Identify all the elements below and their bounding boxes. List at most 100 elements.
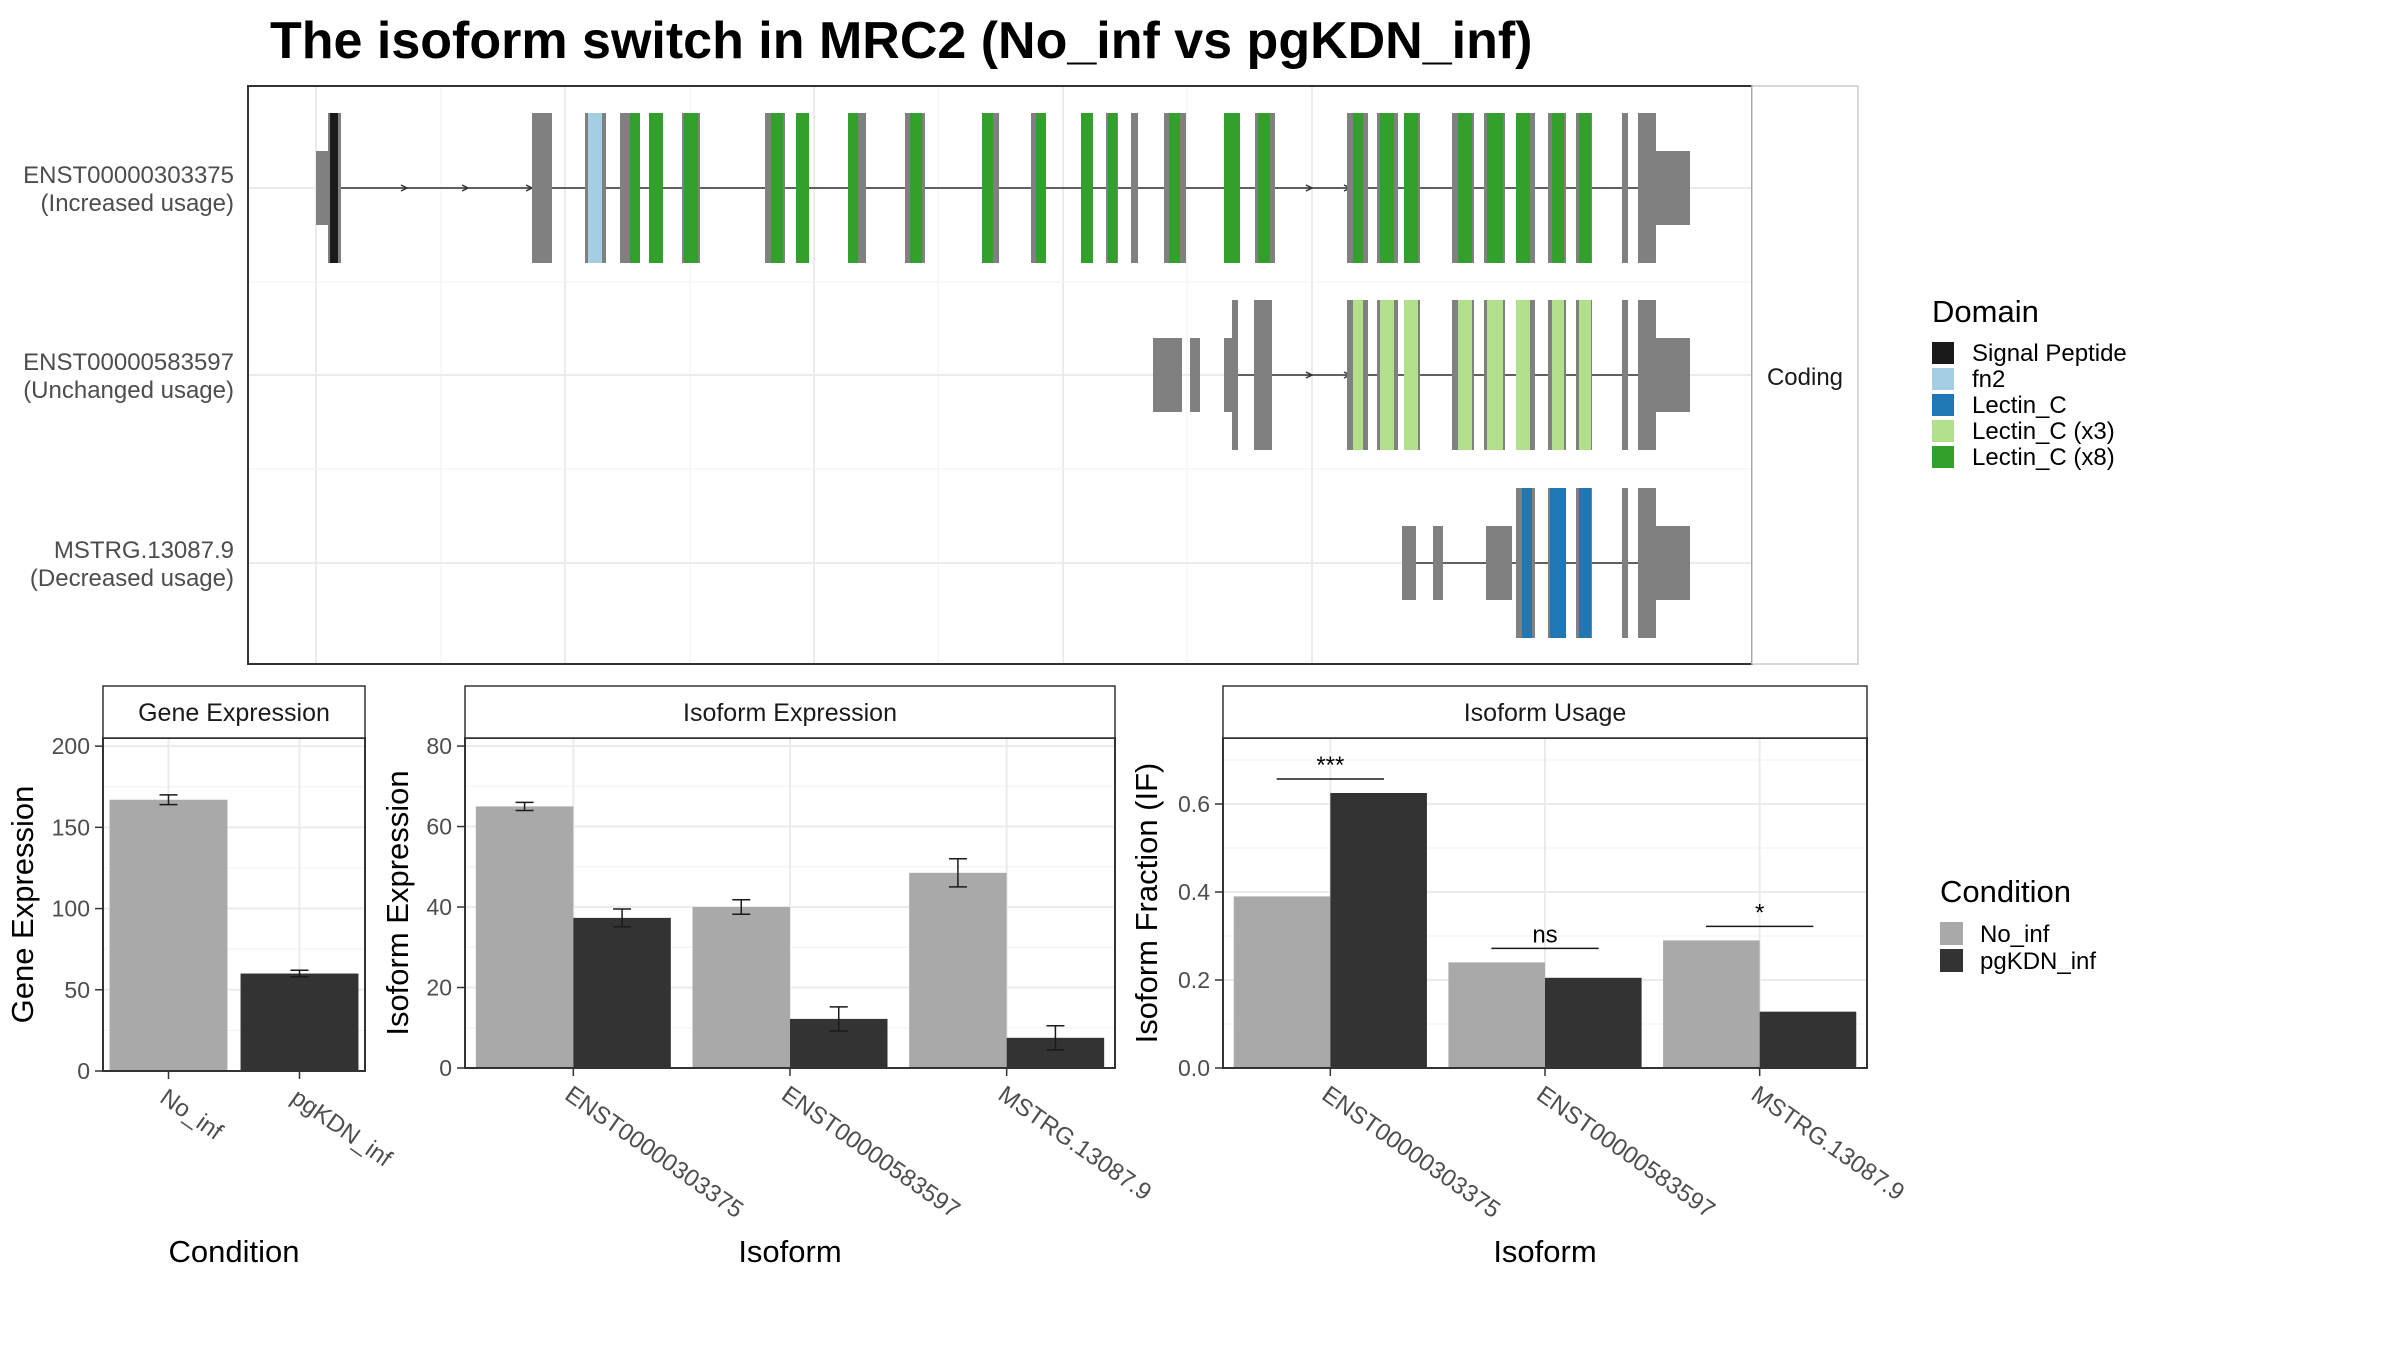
bar (692, 907, 790, 1068)
exon (1656, 338, 1690, 412)
gene-expression-chart: Gene Expression 0 50 100 150 200 No_inf pgKDN_i… (5, 685, 397, 1269)
domain-exon (1579, 488, 1591, 638)
exon (316, 151, 328, 225)
isoform-label: ENST00000583597 (23, 349, 234, 376)
domain-exon (1579, 300, 1591, 450)
x-axis-title: Isoform (738, 1234, 841, 1269)
x-tick-label: ENST00000303375 (560, 1081, 748, 1224)
exon (1500, 526, 1512, 600)
domain-exon (1550, 488, 1566, 638)
domain-exon (630, 113, 640, 263)
y-tick-label: 100 (52, 896, 90, 922)
significance-label: * (1755, 899, 1764, 926)
y-tick-label: 150 (52, 814, 90, 840)
domain-exon (1353, 113, 1363, 263)
domain-exon (1380, 300, 1394, 450)
domain-exon (1036, 113, 1046, 263)
domain-exon (1458, 113, 1472, 263)
isoform-label: ENST00000303375 (23, 162, 234, 189)
x-tick-label: ENST00000303375 (1317, 1081, 1505, 1224)
domain-exon (1522, 488, 1532, 638)
domain-exon (848, 113, 858, 263)
x-tick-label: ENST00000583597 (1532, 1081, 1720, 1224)
y-tick-label: 20 (426, 975, 452, 1001)
legend-label: Lectin_C (x3) (1972, 418, 2115, 445)
bar (1663, 940, 1760, 1068)
exon (1131, 113, 1138, 263)
legend-label: Lectin_C (1972, 392, 2067, 419)
exon (1638, 300, 1656, 450)
x-tick-label: pgKDN_inf (286, 1084, 397, 1173)
bar (1448, 962, 1545, 1068)
isoform-label: MSTRG.13087.9 (54, 537, 234, 564)
legend-swatch (1932, 394, 1954, 416)
legend-swatch (1932, 342, 1954, 364)
bar (109, 799, 228, 1071)
bar (1330, 793, 1427, 1068)
exon (1656, 526, 1690, 600)
isoform-usage-chart: *** ns * Isoform Usage 0.0 0.2 0.4 0.6 ENST00000… (1129, 685, 1909, 1269)
isoform-usage-label: (Increased usage) (41, 190, 234, 217)
domain-exon (1224, 113, 1240, 263)
legend-label: pgKDN_inf (1980, 948, 2096, 975)
legend-swatch (1932, 368, 1954, 390)
bar (1233, 896, 1331, 1068)
chart-title: Isoform Expression (683, 699, 897, 727)
x-tick-label: MSTRG.13087.9 (1746, 1081, 1909, 1206)
exon (1402, 526, 1416, 600)
y-tick-label: 80 (426, 733, 452, 759)
exon (1622, 300, 1628, 450)
exon (1638, 113, 1656, 263)
domain-exon (1169, 113, 1180, 263)
exon (532, 113, 552, 263)
chart-title: Isoform Usage (1464, 699, 1627, 727)
transcript-ENST00000303375 (316, 113, 1690, 263)
domain-exon (1516, 300, 1530, 450)
y-tick-label: 0.2 (1178, 967, 1210, 993)
domain-exon (1353, 300, 1363, 450)
domain-exon (330, 113, 338, 263)
domain-exon (1404, 113, 1418, 263)
strand-arrow (461, 184, 470, 192)
domain-exon (910, 113, 922, 263)
legend-swatch (1940, 949, 1963, 972)
exon (1622, 488, 1628, 638)
strand-arrow (1305, 184, 1314, 192)
domain-exon (796, 113, 809, 263)
x-axis-title: Condition (169, 1234, 300, 1269)
isoform-structure-panel: Coding ENST00000303375(Increased usage) EN… (23, 85, 1859, 665)
y-tick-label: 0.0 (1178, 1055, 1210, 1081)
x-tick-label: ENST00000583597 (777, 1081, 965, 1224)
domain-exon (1552, 113, 1564, 263)
domain-exon (1081, 113, 1093, 263)
domain-exon (1579, 113, 1591, 263)
domain-exon (1108, 113, 1117, 263)
y-tick-label: 40 (426, 894, 452, 920)
bar (573, 917, 671, 1068)
legend-label: Lectin_C (x8) (1972, 444, 2115, 471)
legend-label: Signal Peptide (1972, 340, 2127, 367)
strip-label: Coding (1767, 364, 1843, 391)
domain-exon (1380, 113, 1394, 263)
domain-exon (1552, 300, 1564, 450)
exon (1638, 488, 1656, 638)
y-tick-label: 0 (439, 1055, 452, 1081)
facet-strip (102, 685, 366, 739)
domain-exon (982, 113, 993, 263)
significance-label: ns (1532, 921, 1557, 948)
facet-strip (1222, 685, 1868, 739)
legend-swatch (1932, 446, 1954, 468)
legend-swatch (1932, 420, 1954, 442)
x-axis-title: Isoform (1493, 1234, 1596, 1269)
x-tick-label: No_inf (155, 1084, 228, 1146)
exon (1232, 300, 1238, 450)
y-axis-title: Isoform Expression (380, 770, 415, 1035)
domain-exon (649, 113, 663, 263)
domain-exon (1516, 113, 1530, 263)
y-tick-label: 0.4 (1178, 879, 1210, 905)
legend-title: Condition (1940, 874, 2071, 909)
domain-exon (1458, 300, 1472, 450)
y-tick-label: 50 (64, 977, 90, 1003)
